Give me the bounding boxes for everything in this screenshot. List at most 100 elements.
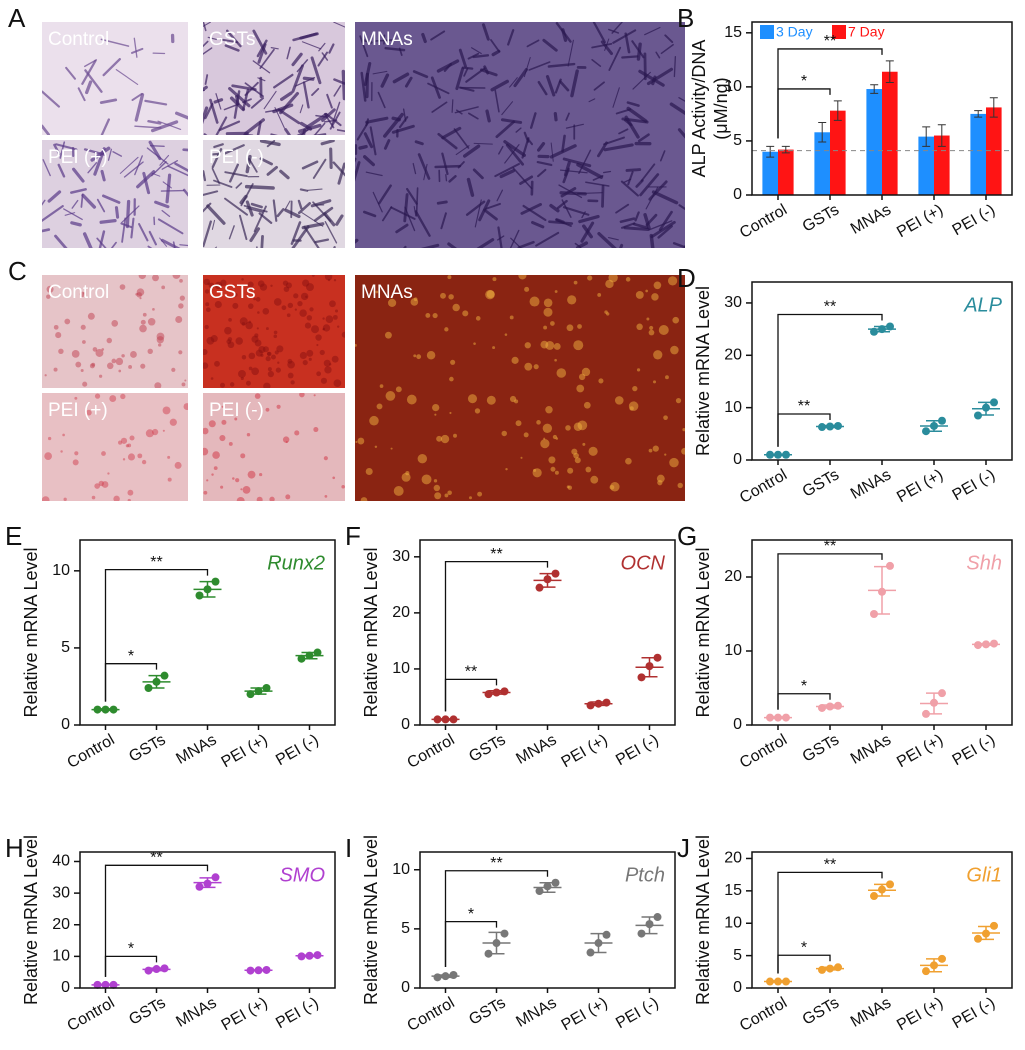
cell <box>301 41 322 50</box>
stain <box>331 355 339 363</box>
stain <box>434 413 437 416</box>
stain <box>540 340 549 349</box>
cell <box>451 99 454 113</box>
stain <box>42 496 50 501</box>
stain <box>53 324 59 330</box>
texture <box>42 140 188 248</box>
stain <box>379 384 384 388</box>
stain <box>265 327 269 331</box>
cell <box>603 170 612 174</box>
stain <box>206 479 209 482</box>
cell <box>625 168 642 172</box>
cell <box>42 124 50 135</box>
stain <box>262 346 269 353</box>
stain <box>369 415 379 426</box>
stain <box>80 324 86 330</box>
cell <box>458 48 467 68</box>
significance-label: ** <box>490 855 502 872</box>
stain <box>505 467 508 471</box>
point <box>93 980 102 989</box>
cell <box>211 167 221 185</box>
plot-frame <box>751 851 1013 989</box>
cell <box>337 162 345 185</box>
cell <box>297 199 303 210</box>
point <box>160 671 169 680</box>
x-tick-label: PEI (+) <box>894 994 946 1034</box>
stain <box>247 470 256 479</box>
stain <box>273 298 282 306</box>
cell <box>359 35 369 58</box>
cell <box>597 141 608 158</box>
cell <box>165 173 172 204</box>
cell <box>83 148 106 156</box>
stain <box>95 349 104 357</box>
texture <box>42 33 188 135</box>
stain <box>341 484 345 489</box>
stain <box>240 488 243 491</box>
bar <box>882 71 898 195</box>
stain <box>609 484 615 490</box>
cell <box>213 143 224 149</box>
x-tick-label: PEI (+) <box>894 466 946 506</box>
plot-frame <box>419 539 676 726</box>
y-tick-label: 15 <box>724 24 742 41</box>
cell <box>365 116 389 124</box>
cell <box>42 205 64 222</box>
micrograph: MNAs <box>355 22 685 248</box>
point <box>152 677 161 686</box>
cell <box>473 142 493 145</box>
cell <box>650 220 676 239</box>
stain <box>553 343 561 350</box>
stain <box>554 358 557 362</box>
point <box>484 949 493 958</box>
stain <box>374 445 378 449</box>
stain <box>670 345 679 355</box>
stain <box>130 351 137 358</box>
x-tick-label: PEI (+) <box>559 731 611 771</box>
stain <box>582 442 586 446</box>
stain <box>520 456 523 459</box>
stain <box>152 275 159 282</box>
stain <box>251 367 259 376</box>
cell <box>537 142 546 152</box>
micrograph: PEI (-) <box>203 393 345 501</box>
panel-title: SMO <box>279 864 325 886</box>
cell <box>130 217 135 239</box>
stain <box>323 456 328 461</box>
stain <box>329 300 336 308</box>
stain <box>233 292 238 297</box>
stain <box>646 317 650 321</box>
point <box>982 640 990 649</box>
stain <box>167 477 172 482</box>
stain <box>184 379 187 382</box>
stain <box>444 327 449 332</box>
cell <box>582 224 593 239</box>
stain <box>299 351 307 360</box>
cell <box>174 162 188 172</box>
cell <box>107 148 113 161</box>
cell <box>203 85 208 92</box>
significance-bracket <box>444 920 498 967</box>
cell <box>203 47 213 55</box>
stain <box>313 427 319 433</box>
stain <box>120 437 128 444</box>
cell <box>144 99 168 106</box>
point <box>930 421 938 430</box>
stain <box>681 447 685 455</box>
cell <box>358 144 368 150</box>
x-tick-label: PEI (+) <box>219 731 271 771</box>
cell <box>413 205 417 217</box>
cell <box>565 112 570 121</box>
point <box>551 569 560 578</box>
point <box>313 951 322 960</box>
cell <box>412 70 429 79</box>
stain <box>253 297 256 301</box>
stain <box>545 406 553 414</box>
stain <box>214 300 222 309</box>
cell <box>333 85 342 97</box>
stain <box>393 486 404 496</box>
stain <box>486 395 496 405</box>
cell <box>498 145 504 155</box>
cell <box>406 187 418 205</box>
stain <box>554 290 558 293</box>
